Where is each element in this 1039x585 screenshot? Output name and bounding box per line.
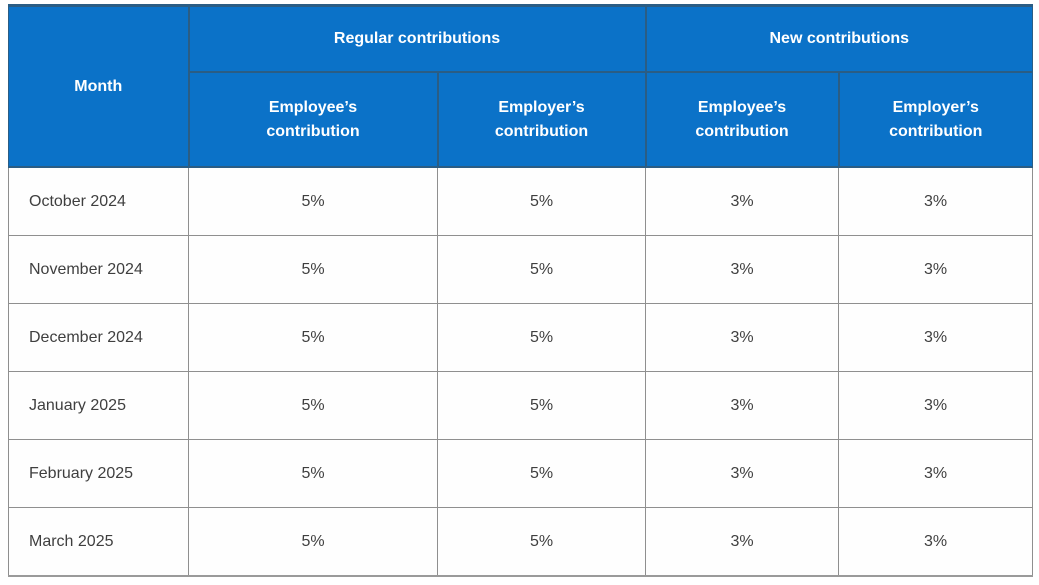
value-cell: 5% [436,507,647,577]
value-cell: 5% [188,303,438,372]
value-cell: 5% [188,166,438,236]
value-cell: 3% [838,235,1034,304]
header-group-row: Month Regular contributions New contribu… [8,4,1034,168]
value-cell: 5% [436,303,647,372]
column-header-label: Employer’s contribution [889,98,983,140]
value-cell: 3% [645,507,840,577]
value-cell: 3% [645,303,840,372]
column-header-month: Month [8,4,190,168]
column-header-label: Employee’s contribution [266,98,360,140]
table-body: October 2024 5% 5% 3% 3% November 2024 5… [8,166,1034,577]
month-cell: January 2025 [8,371,189,440]
value-cell: 5% [188,507,438,577]
column-header-regular-employer-contribution: Employer’s contribution [436,71,647,168]
header-sub-row: Employee’s contribution Employer’s contr… [9,71,1034,168]
value-cell: 5% [188,235,438,304]
column-header-label: Employer’s contribution [494,98,589,140]
group-header-regular-contributions: Regular contributions [187,4,647,73]
table-row: December 2024 5% 5% 3% 3% [8,303,1034,372]
month-cell: March 2025 [8,507,189,577]
value-cell: 3% [838,439,1034,508]
month-cell: December 2024 [8,303,189,372]
table-row: November 2024 5% 5% 3% 3% [8,235,1034,304]
table-row: February 2025 5% 5% 3% 3% [8,439,1034,508]
value-cell: 3% [838,371,1034,440]
value-cell: 3% [838,303,1034,372]
table-header: Month Regular contributions New contribu… [8,4,1034,168]
value-cell: 5% [436,439,647,508]
value-cell: 5% [188,371,438,440]
value-cell: 3% [838,507,1034,577]
month-cell: November 2024 [8,235,189,304]
value-cell: 3% [645,371,840,440]
value-cell: 3% [645,166,840,236]
value-cell: 5% [436,371,647,440]
value-cell: 5% [436,235,647,304]
column-header-new-employee-contribution: Employee’s contribution [644,71,840,168]
table-row: January 2025 5% 5% 3% 3% [8,371,1034,440]
month-cell: October 2024 [8,166,189,236]
group-header-new-contributions: New contributions [644,4,1034,73]
table-row: March 2025 5% 5% 3% 3% [8,507,1034,577]
column-header-label: Employee’s contribution [695,98,789,140]
table-row: October 2024 5% 5% 3% 3% [8,166,1034,236]
value-cell: 3% [838,166,1034,236]
value-cell: 5% [188,439,438,508]
contributions-table: Month Regular contributions New contribu… [8,4,1034,577]
column-header-new-employer-contribution: Employer’s contribution [837,71,1034,168]
value-cell: 5% [436,166,647,236]
column-header-regular-employee-contribution: Employee’s contribution [187,71,439,168]
value-cell: 3% [645,235,840,304]
month-cell: February 2025 [8,439,189,508]
value-cell: 3% [645,439,840,508]
